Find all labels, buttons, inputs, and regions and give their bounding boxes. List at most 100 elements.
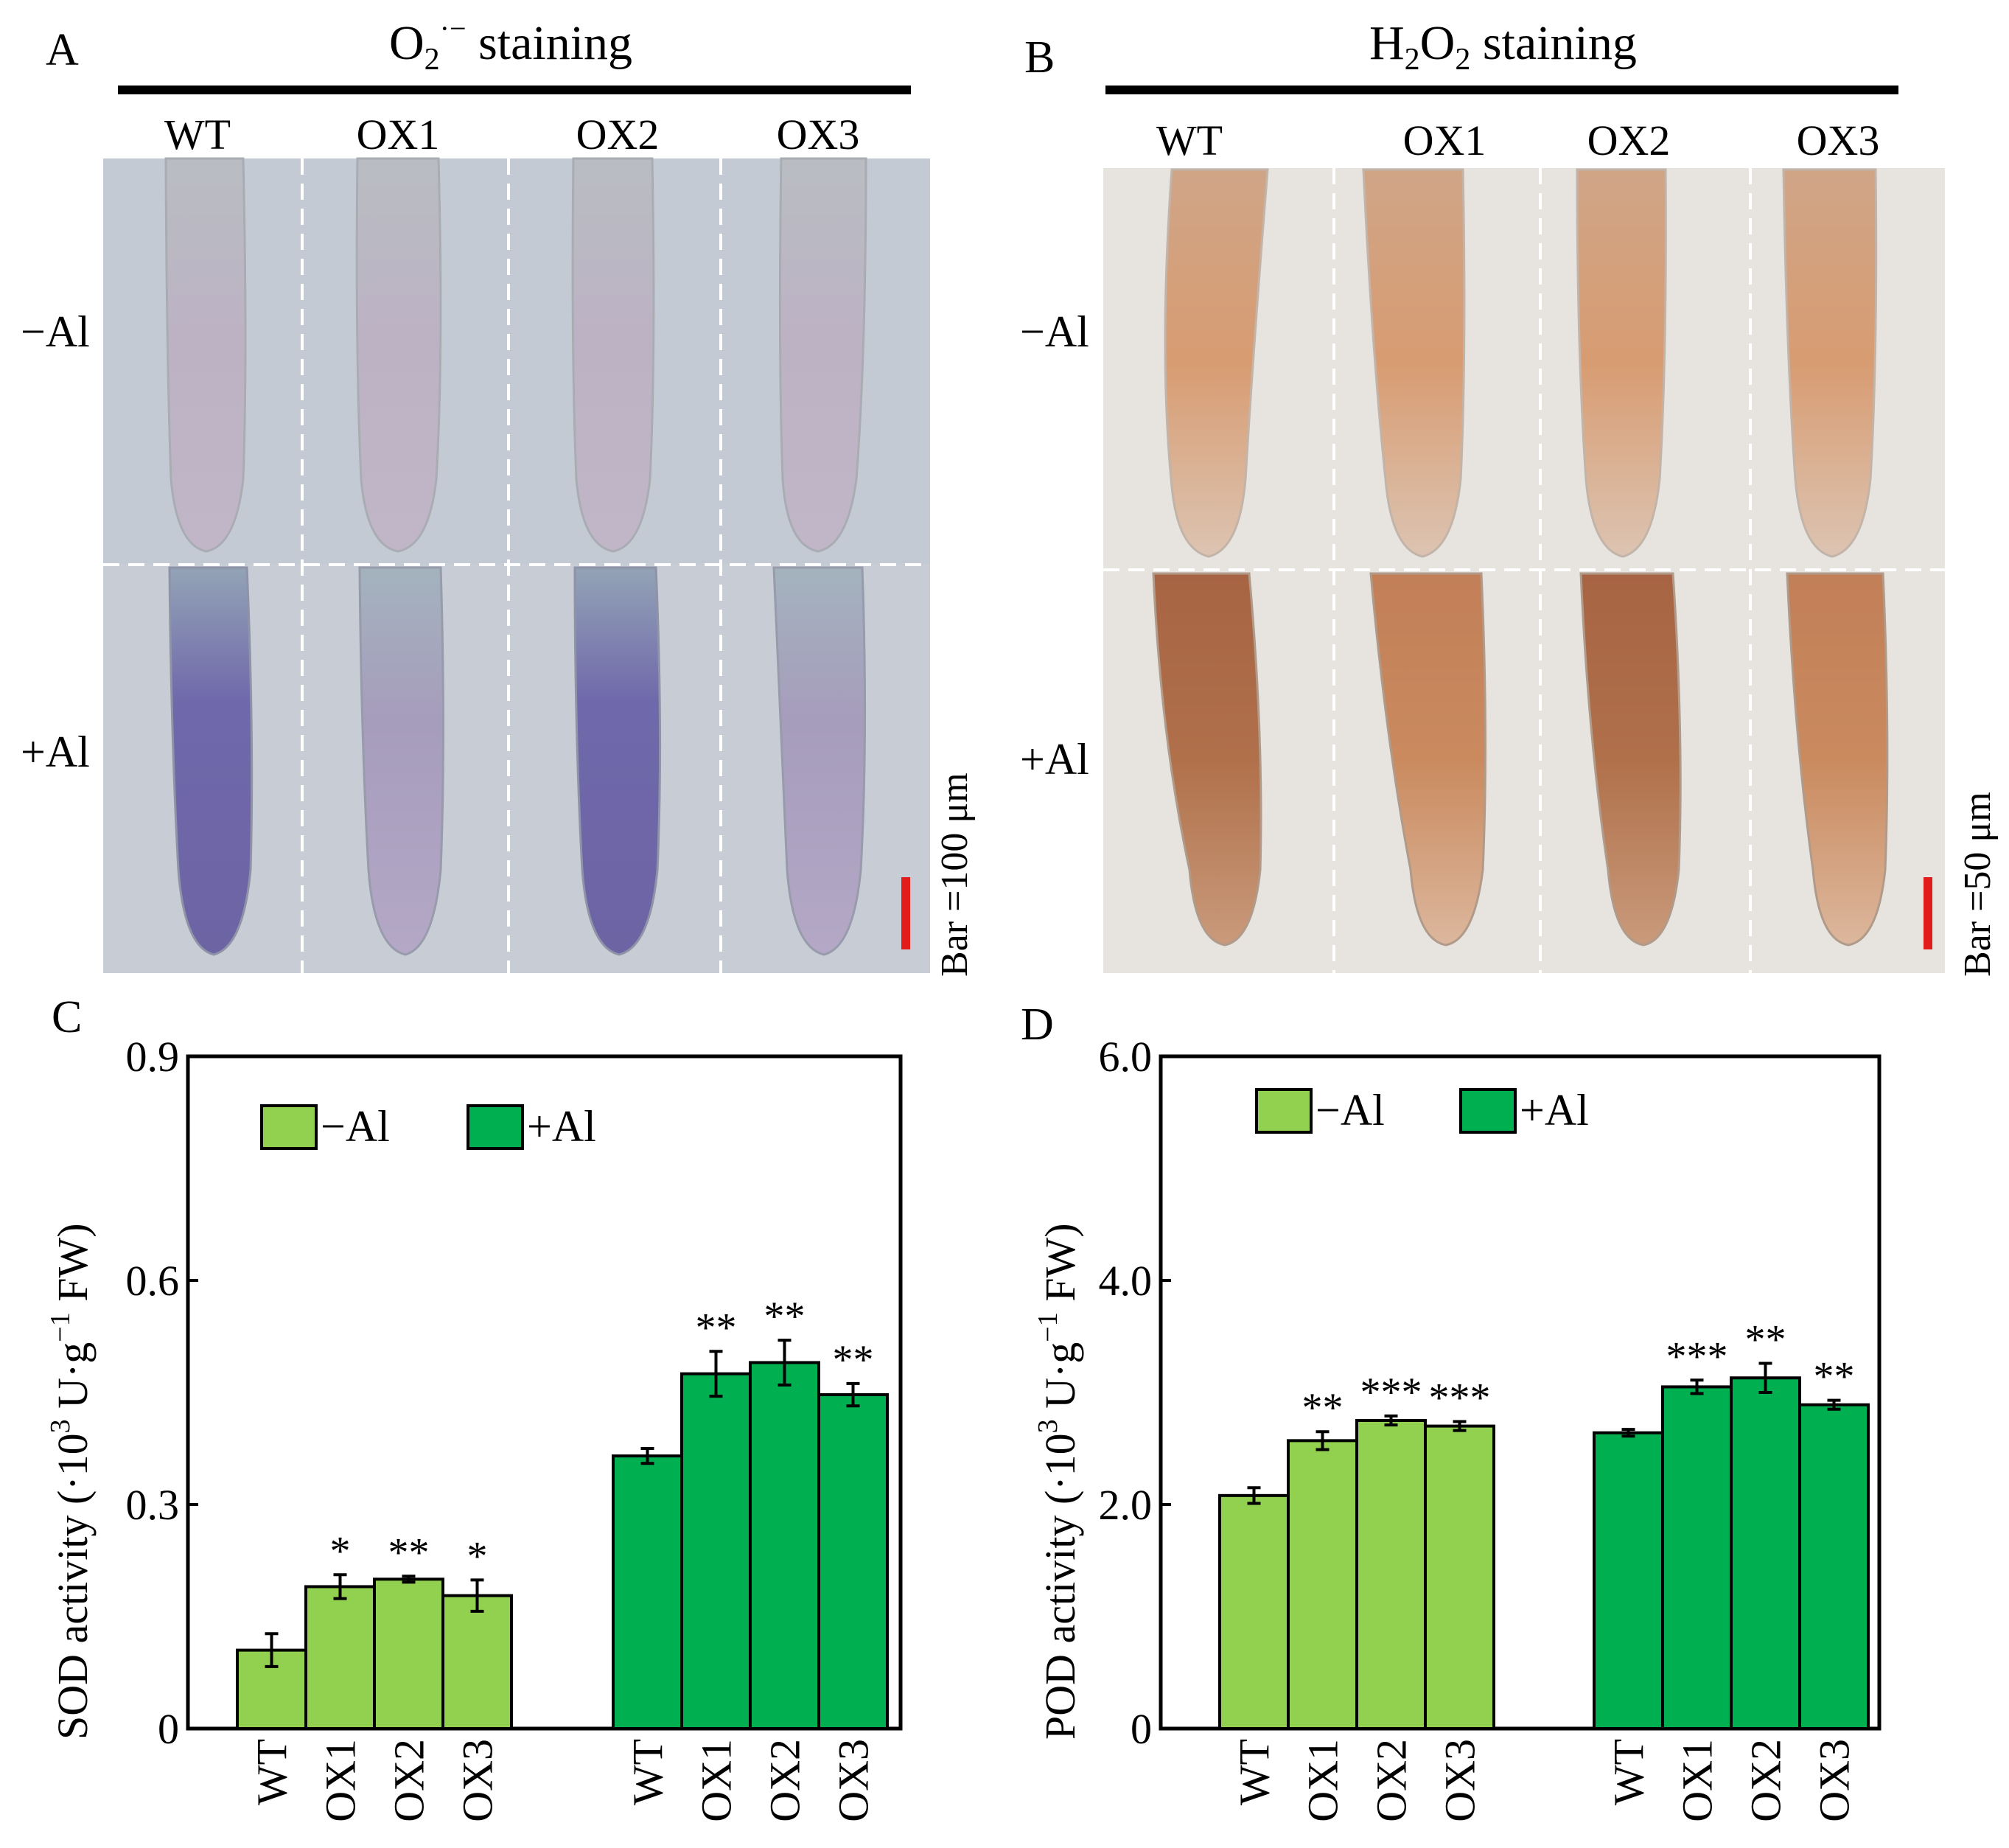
y-tick-label: 2.0	[1099, 1481, 1153, 1529]
panel-b-col-label: OX3	[1797, 116, 1880, 164]
bar	[680, 1372, 752, 1730]
panel-a-col-label: OX3	[777, 111, 860, 158]
bar	[1287, 1439, 1358, 1730]
bar	[441, 1594, 513, 1731]
panel-a: A O2·− staining WT OX1 OX2 OX3 −Al +Al	[21, 12, 976, 977]
y-tick-label: 0.9	[126, 1033, 180, 1081]
panel-d-y-axis-label: POD activity (·103 U·g−1 FW)	[1033, 1223, 1084, 1740]
significance-label: **	[833, 1337, 874, 1383]
significance-label: *	[467, 1533, 488, 1579]
significance-label: **	[764, 1294, 806, 1339]
panel-b-title-rest: staining	[1470, 16, 1637, 70]
panel-d: D POD activity (·103 U·g−1 FW) 0 2.0 4.0 6.…	[1021, 1000, 1882, 1822]
y-axis-label-sup: −1	[1033, 1312, 1063, 1342]
significance-label: **	[1302, 1385, 1344, 1431]
panel-b-title: H2O2 staining	[1369, 16, 1637, 77]
legend-label: +Al	[527, 1102, 596, 1151]
panel-c-letter: C	[52, 992, 82, 1042]
significance-label: ***	[1666, 1333, 1728, 1379]
panel-b-title-sub: 2	[1455, 43, 1470, 77]
y-axis-label-mid: U·g	[1036, 1342, 1084, 1420]
panel-a-row-label: +Al	[21, 728, 90, 776]
significance-label: **	[1814, 1354, 1855, 1400]
x-tick-label: WT	[1605, 1739, 1653, 1805]
panel-b-micrograph	[1103, 168, 1945, 973]
panel-b-title-mid: O	[1420, 16, 1456, 70]
panel-b-col-label: OX2	[1587, 116, 1671, 164]
root-tip	[1164, 168, 1269, 558]
y-tick-label: 0	[158, 1705, 179, 1753]
panel-a-col-label: OX1	[357, 111, 440, 158]
legend-swatch	[260, 1104, 318, 1150]
bar	[1424, 1424, 1495, 1730]
panel-b-letter: B	[1024, 32, 1055, 83]
y-tick-label: 0	[1131, 1705, 1152, 1753]
panel-b-title-main: H	[1369, 16, 1405, 70]
scale-bar-label: Bar =50 μm	[1957, 792, 1999, 977]
y-tick-label: 0.3	[126, 1481, 180, 1529]
y-axis-label-end: FW)	[49, 1223, 97, 1312]
y-axis-label-main: POD activity (·10	[1036, 1433, 1084, 1740]
panel-a-micrograph	[103, 157, 930, 973]
y-tick-label: 0.6	[126, 1257, 180, 1305]
panel-a-col-label: OX2	[576, 111, 660, 158]
panel-d-letter: D	[1021, 1000, 1054, 1050]
root-tip	[358, 566, 444, 956]
x-tick-label: WT	[624, 1739, 672, 1805]
panel-a-row-label: −Al	[21, 307, 90, 356]
x-tick-label: OX3	[1811, 1739, 1859, 1822]
significance-label: **	[696, 1305, 737, 1350]
panel-a-letter: A	[46, 25, 79, 75]
root-tip	[778, 157, 867, 553]
significance-label: **	[388, 1530, 430, 1575]
x-tick-label: OX2	[1742, 1739, 1790, 1822]
legend-swatch	[1459, 1088, 1517, 1134]
y-axis-label-sup: 3	[1033, 1419, 1063, 1433]
legend-label: −Al	[1316, 1086, 1385, 1134]
bar	[1355, 1419, 1427, 1730]
bar	[1661, 1385, 1733, 1731]
bar	[1798, 1403, 1870, 1730]
bar	[304, 1585, 376, 1730]
root-tip	[1782, 168, 1878, 558]
y-axis-label-end: FW)	[1036, 1223, 1084, 1312]
y-axis-label-main: SOD activity (·10	[49, 1433, 97, 1740]
y-tick-label: 4.0	[1099, 1257, 1153, 1305]
panel-a-title-sub: 2	[424, 43, 440, 77]
root-tip	[164, 157, 247, 553]
y-axis-label-sup: −1	[45, 1312, 76, 1342]
root-tip	[571, 157, 655, 553]
x-tick-label: OX1	[317, 1739, 365, 1822]
root-tip	[1786, 572, 1889, 946]
panel-c: C SOD activity (·103 U·g−1 FW) 0 0.3 0.6 0.…	[45, 992, 903, 1822]
scale-bar	[1924, 877, 1932, 949]
x-tick-label: OX1	[1674, 1739, 1722, 1822]
legend-swatch	[467, 1104, 524, 1150]
root-tip	[168, 566, 254, 956]
legend-label: −Al	[321, 1102, 390, 1151]
x-tick-label: OX3	[454, 1739, 502, 1822]
root-tip	[355, 157, 442, 553]
plot-frame	[186, 1054, 903, 1731]
panel-a-title-rest: staining	[467, 16, 633, 70]
root-tip	[573, 566, 662, 956]
panel-a-col-label: WT	[164, 111, 231, 158]
panel-a-title-main: O	[389, 16, 424, 70]
chart-c-plot: 0 0.3 0.6 0.9 WT * OX1 ** OX2 * OX3 WT ** OX1 ** OX2 ** O…	[126, 1033, 903, 1822]
panel-b-row-label: −Al	[1020, 307, 1089, 356]
panel-c-y-axis-label: SOD activity (·103 U·g−1 FW)	[45, 1223, 97, 1740]
root-tip	[1369, 572, 1487, 946]
plot-frame	[1159, 1054, 1882, 1731]
y-axis-label-sup: 3	[45, 1419, 76, 1433]
significance-label: ***	[1360, 1370, 1422, 1415]
panel-b-col-label: WT	[1156, 116, 1223, 164]
significance-label: ***	[1429, 1375, 1491, 1421]
significance-label: *	[330, 1528, 351, 1574]
panel-a-title-sup: ·−	[440, 12, 467, 45]
root-tip	[1152, 572, 1262, 946]
bar	[1593, 1431, 1664, 1730]
bar	[817, 1393, 889, 1731]
panel-a-title: O2·− staining	[389, 12, 632, 77]
scale-bar-label: Bar =100 μm	[934, 773, 976, 977]
